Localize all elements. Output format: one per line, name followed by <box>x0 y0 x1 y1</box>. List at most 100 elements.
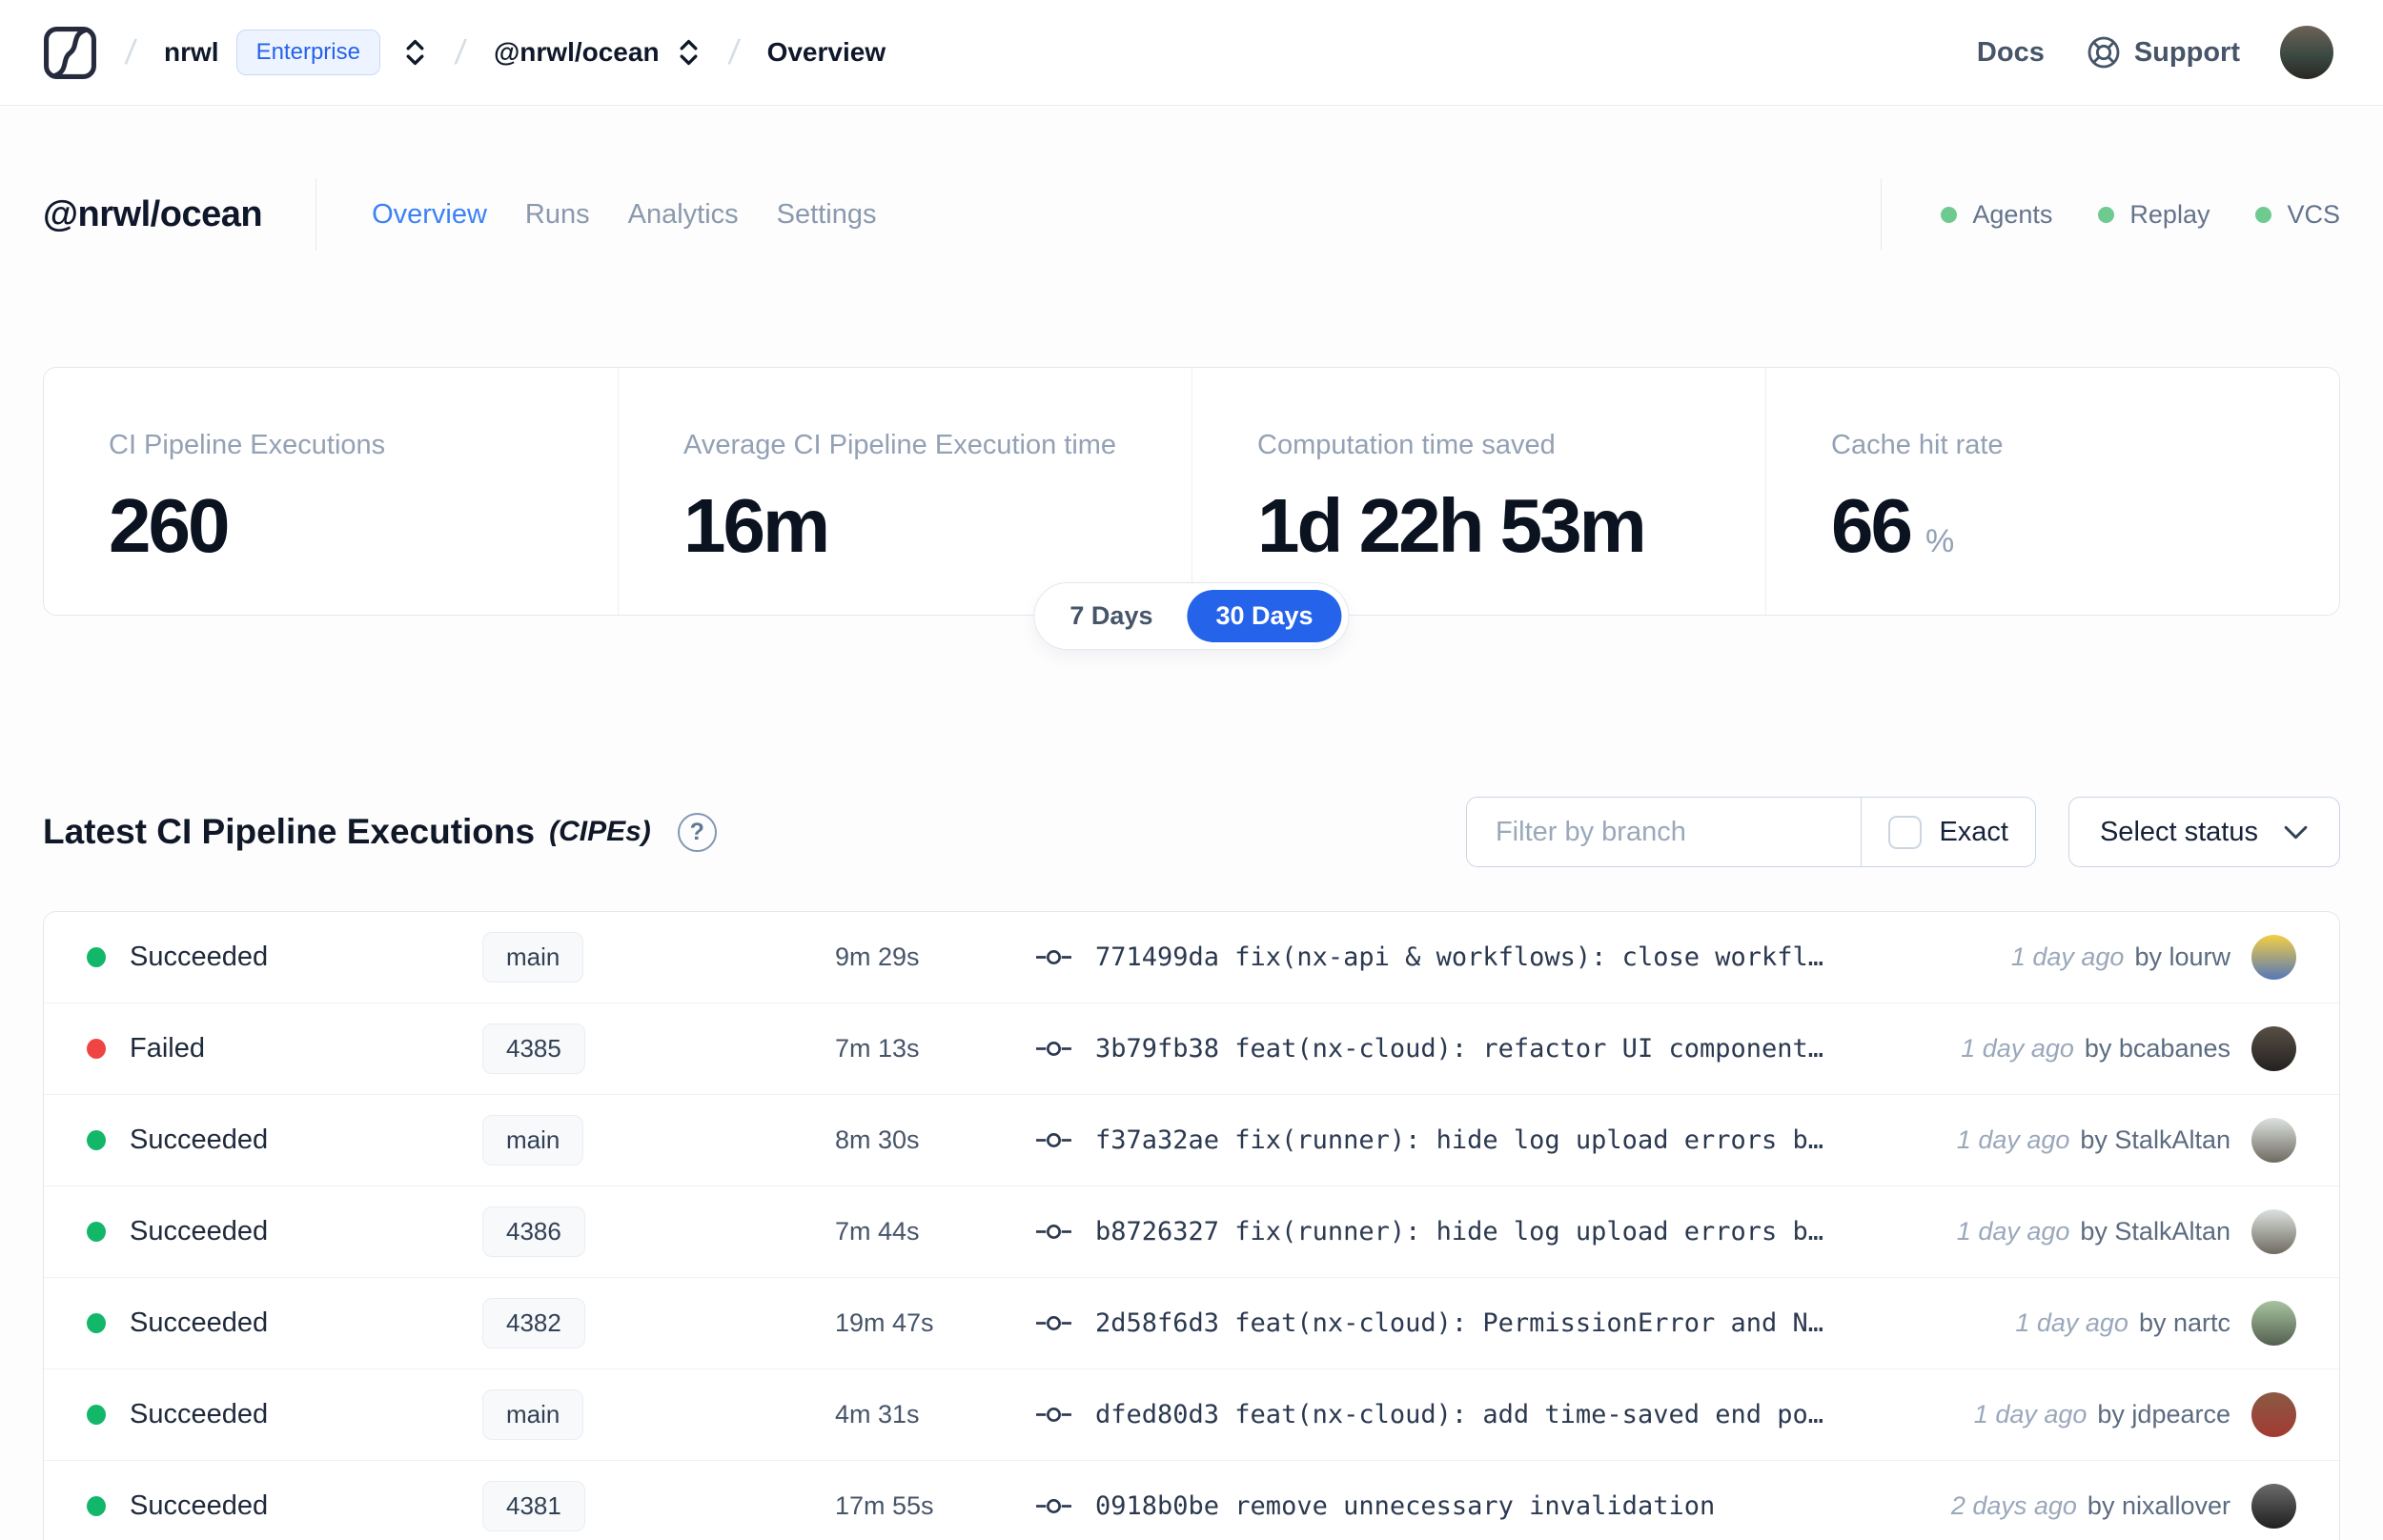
status-dot-icon <box>87 1496 106 1516</box>
branch-badge[interactable]: main <box>482 1389 584 1440</box>
branch-badge[interactable]: 4382 <box>482 1298 585 1348</box>
stat-value: 1d 22h 53m <box>1257 483 1647 568</box>
avatar <box>2251 1026 2296 1071</box>
row-branch: 4386 <box>482 1206 835 1257</box>
row-branch: main <box>482 932 835 983</box>
status-label: Succeeded <box>130 1125 269 1155</box>
row-commit[interactable]: dfed80d3 feat(nx-cloud): add time-saved … <box>1035 1400 1974 1429</box>
table-row[interactable]: Failed 4385 7m 13s 3b79fb38 feat(nx-clou… <box>44 1003 2339 1095</box>
avatar <box>2251 1209 2296 1254</box>
branch-badge[interactable]: 4385 <box>482 1023 585 1074</box>
status-dot-icon <box>87 1130 106 1150</box>
status-dot-icon <box>87 1313 106 1333</box>
nx-cloud-logo-icon[interactable] <box>43 26 97 80</box>
table-row[interactable]: Succeeded main 4m 31s dfed80d3 feat(nx-c… <box>44 1369 2339 1461</box>
service-label: Agents <box>1972 199 2053 229</box>
section-title: Latest CI Pipeline Executions <box>43 812 536 851</box>
range-30-days-button[interactable]: 30 Days <box>1187 590 1342 642</box>
commit-author: by lourw <box>2134 942 2230 971</box>
commit-message: 0918b0be remove unnecessary invalidation <box>1095 1491 1716 1521</box>
row-commit[interactable]: 3b79fb38 feat(nx-cloud): refactor UI com… <box>1035 1034 1961 1064</box>
table-row[interactable]: Succeeded main 9m 29s 771499da fix(nx-ap… <box>44 912 2339 1003</box>
status-label: Failed <box>130 1033 205 1064</box>
row-commit[interactable]: 771499da fix(nx-api & workflows): close … <box>1035 942 2011 972</box>
workspace-name[interactable]: @nrwl/ocean <box>493 37 660 67</box>
breadcrumb-separator: / <box>123 32 138 71</box>
top-navbar: / nrwl Enterprise / @nrwl/ocean / Overvi… <box>0 0 2383 106</box>
row-duration: 8m 30s <box>835 1125 920 1154</box>
branch-badge[interactable]: 4381 <box>482 1481 585 1531</box>
cipe-section-header: Latest CI Pipeline Executions (CIPEs) ? … <box>43 797 2340 867</box>
enterprise-badge: Enterprise <box>235 30 380 75</box>
tab-overview[interactable]: Overview <box>372 198 487 230</box>
branch-badge[interactable]: 4386 <box>482 1206 585 1257</box>
row-commit[interactable]: b8726327 fix(runner): hide log upload er… <box>1035 1217 1957 1246</box>
status-dot-icon <box>87 1405 106 1425</box>
branch-filter-input[interactable] <box>1466 798 1862 866</box>
row-duration: 19m 47s <box>835 1308 934 1337</box>
commit-author: by nartc <box>2138 1308 2230 1337</box>
commit-message: b8726327 fix(runner): hide log upload er… <box>1095 1217 1824 1246</box>
chevron-up-down-icon[interactable] <box>403 36 427 69</box>
row-commit[interactable]: f37a32ae fix(runner): hide log upload er… <box>1035 1125 1957 1155</box>
workspace-selector[interactable]: @nrwl/ocean <box>494 36 701 69</box>
status-dot-icon <box>87 947 106 967</box>
stats-card-row: CI Pipeline Executions 260 Average CI Pi… <box>43 367 2340 650</box>
commit-time: 2 days ago <box>1950 1491 2077 1520</box>
status-dot-icon <box>1941 206 1958 223</box>
table-row[interactable]: Succeeded main 8m 30s f37a32ae fix(runne… <box>44 1095 2339 1186</box>
exact-label: Exact <box>1939 816 2008 847</box>
tab-settings[interactable]: Settings <box>776 198 877 230</box>
branch-badge[interactable]: main <box>482 1115 584 1165</box>
service-agents[interactable]: Agents <box>1941 200 2052 230</box>
row-meta: 1 day ago by bcabanes <box>1961 1034 2230 1064</box>
status-select-dropdown[interactable]: Select status <box>2067 797 2340 867</box>
tab-runs[interactable]: Runs <box>524 198 590 230</box>
git-commit-icon <box>1035 1128 1072 1152</box>
table-row[interactable]: Succeeded 4386 7m 44s b8726327 fix(runne… <box>44 1186 2339 1278</box>
service-replay[interactable]: Replay <box>2098 200 2210 230</box>
git-commit-icon <box>1035 1494 1072 1518</box>
docs-link[interactable]: Docs <box>1976 36 2045 68</box>
commit-message: 771499da fix(nx-api & workflows): close … <box>1095 942 1824 972</box>
chevron-up-down-icon[interactable] <box>677 36 701 69</box>
status-label: Succeeded <box>130 1399 269 1429</box>
service-vcs[interactable]: VCS <box>2255 200 2340 230</box>
avatar <box>2251 1392 2296 1437</box>
org-name[interactable]: nrwl <box>164 37 219 67</box>
tab-analytics[interactable]: Analytics <box>627 198 739 230</box>
row-commit[interactable]: 0918b0be remove unnecessary invalidation <box>1035 1491 1951 1521</box>
row-status: Succeeded <box>87 1399 482 1430</box>
chevron-down-icon <box>2283 824 2309 841</box>
commit-message: dfed80d3 feat(nx-cloud): add time-saved … <box>1095 1400 1824 1429</box>
git-commit-icon <box>1035 1220 1072 1244</box>
branch-badge[interactable]: main <box>482 932 584 983</box>
exact-match-toggle: Exact <box>1861 798 2035 866</box>
user-avatar[interactable] <box>2280 26 2333 79</box>
row-meta: 1 day ago by StalkAltan <box>1957 1125 2230 1155</box>
range-7-days-button[interactable]: 7 Days <box>1069 601 1153 630</box>
help-icon[interactable]: ? <box>677 812 717 852</box>
row-commit[interactable]: 2d58f6d3 feat(nx-cloud): PermissionError… <box>1035 1308 2015 1338</box>
git-commit-icon <box>1035 945 1072 969</box>
row-status: Succeeded <box>87 1125 482 1156</box>
stat-label: Cache hit rate <box>1831 430 2004 460</box>
table-row[interactable]: Succeeded 4382 19m 47s 2d58f6d3 feat(nx-… <box>44 1278 2339 1369</box>
stat-average-execution-time: Average CI Pipeline Execution time 16m <box>618 368 1192 615</box>
support-link[interactable]: Support <box>2085 33 2240 71</box>
breadcrumb-separator: / <box>453 32 468 71</box>
service-label: VCS <box>2287 199 2340 229</box>
row-branch: main <box>482 1115 835 1165</box>
cipe-filters: Exact Select status <box>1465 797 2340 867</box>
org-selector[interactable]: nrwl Enterprise <box>164 30 427 75</box>
table-row[interactable]: Succeeded 4381 17m 55s 0918b0be remove u… <box>44 1461 2339 1540</box>
commit-message: 2d58f6d3 feat(nx-cloud): PermissionError… <box>1095 1308 1824 1338</box>
stat-computation-time-saved: Computation time saved 1d 22h 53m <box>1192 368 1765 615</box>
commit-time: 1 day ago <box>2010 942 2125 971</box>
exact-checkbox[interactable] <box>1888 815 1923 849</box>
cipe-table: Succeeded main 9m 29s 771499da fix(nx-ap… <box>43 911 2340 1540</box>
git-commit-icon <box>1035 1311 1072 1335</box>
row-status: Succeeded <box>87 942 482 973</box>
row-status: Failed <box>87 1033 482 1064</box>
commit-time: 1 day ago <box>1956 1125 2070 1154</box>
